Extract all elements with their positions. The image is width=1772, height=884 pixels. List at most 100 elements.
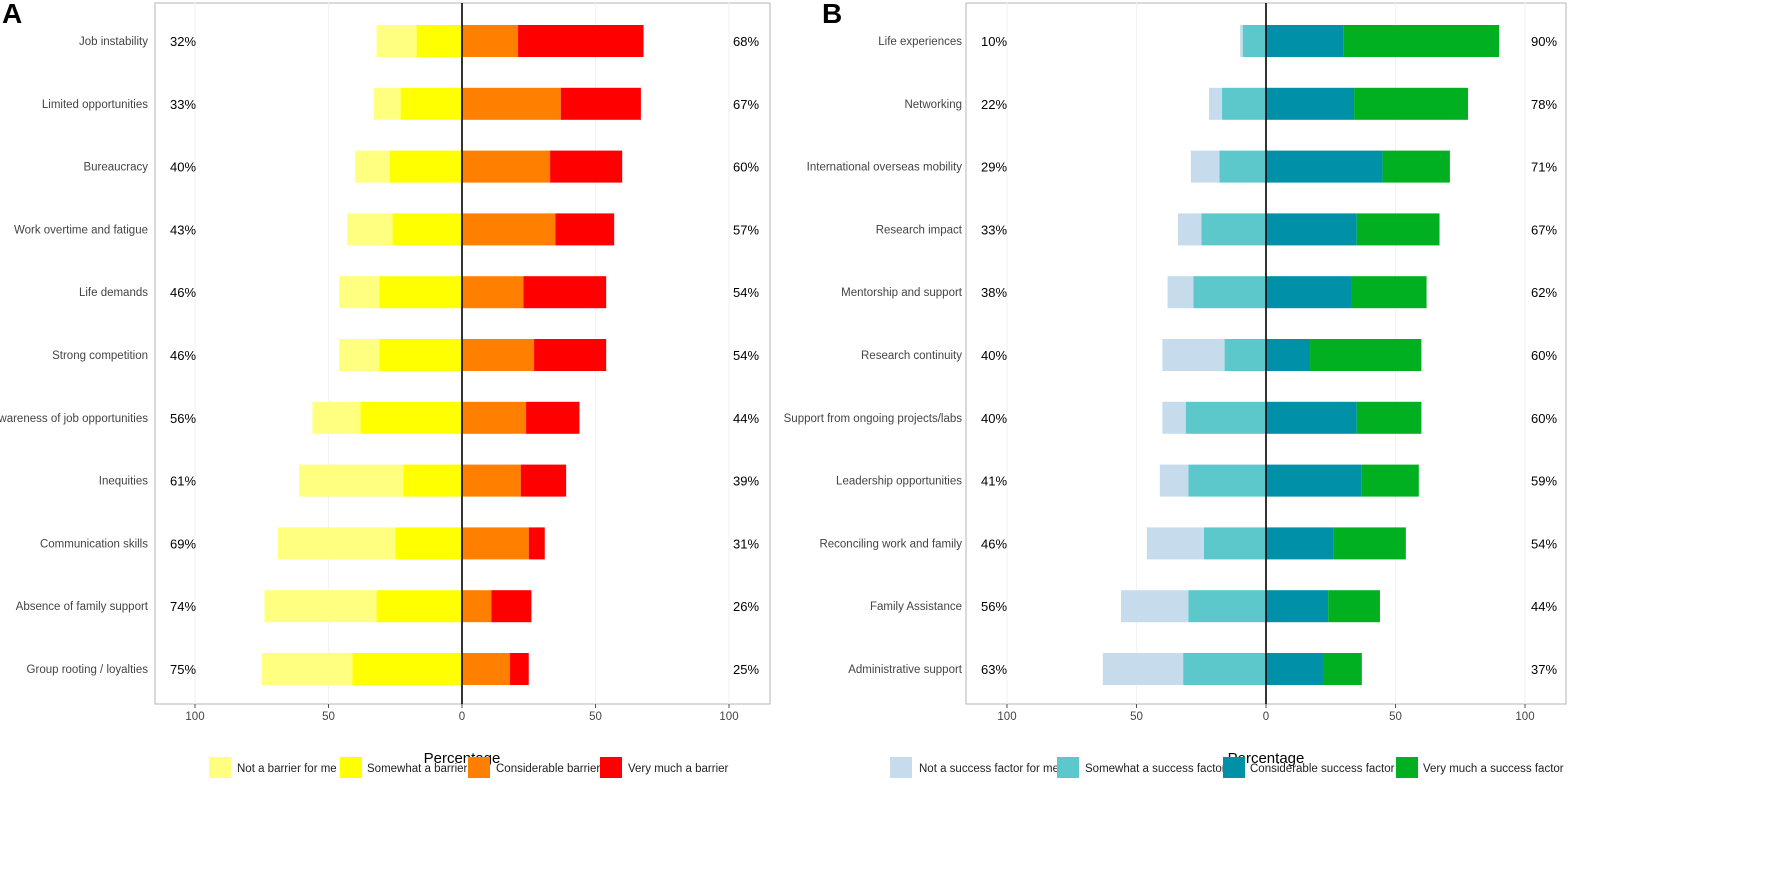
bar-very-much-a-success-factor-international-overseas-mobility <box>1382 150 1450 183</box>
left-total-label: 63% <box>981 662 1007 677</box>
left-total-label: 40% <box>981 348 1007 363</box>
x-tick-label: 50 <box>322 711 335 723</box>
left-total-label: 22% <box>981 97 1007 112</box>
left-total-label: 56% <box>170 411 196 426</box>
left-total-label: 56% <box>981 599 1007 614</box>
right-total-label: 90% <box>1531 34 1557 49</box>
bar-not-a-success-factor-for-me-mentorship-and-support <box>1167 276 1194 309</box>
bar-somewhat-a-success-factor-life-experiences <box>1242 25 1266 57</box>
bar-very-much-a-barrier-bureaucracy <box>550 150 623 183</box>
category-label: Life experiences <box>878 36 962 48</box>
category-label: International overseas mobility <box>807 162 963 174</box>
bar-somewhat-a-success-factor-leadership-opportunities <box>1188 464 1266 497</box>
bar-not-a-success-factor-for-me-reconciling-work-and-family <box>1146 527 1204 560</box>
category-labels-a: Job instability Limited opportunities Bure… <box>0 36 149 676</box>
bar-somewhat-a-barrier-absence-of-family-support <box>376 590 462 623</box>
right-total-label: 68% <box>733 34 759 49</box>
bar-considerable-barrier-work-overtime-and-fatigue <box>462 213 556 246</box>
right-total-label: 44% <box>1531 599 1557 614</box>
bar-not-a-barrier-for-me-bureaucracy <box>355 150 390 183</box>
left-totals-b: 10% 22% 29% 33% 38% 40% 40% 41% 46% 56% 63% <box>981 34 1007 677</box>
bar-not-a-barrier-for-me-inequities <box>299 464 404 497</box>
bar-somewhat-a-barrier-group-rooting-loyalties <box>352 653 462 685</box>
right-total-label: 71% <box>1531 160 1557 175</box>
bar-not-a-success-factor-for-me-international-overseas-mobility <box>1190 150 1220 183</box>
bar-very-much-a-barrier-awareness-of-job-opportunities <box>526 401 580 434</box>
x-ticks-a: 100 50 0 50 100 <box>185 2 739 723</box>
left-total-label: 38% <box>981 285 1007 300</box>
x-tick-label: 100 <box>719 711 738 723</box>
legend-label-very-much-a-success-factor: Very much a success factor <box>1423 763 1564 775</box>
bar-very-much-a-success-factor-mentorship-and-support <box>1351 276 1427 309</box>
bar-very-much-a-barrier-limited-opportunities <box>560 87 641 120</box>
bar-very-much-a-barrier-group-rooting-loyalties <box>510 653 529 685</box>
category-label: Life demands <box>79 287 148 299</box>
x-tick-label: 50 <box>1389 711 1402 723</box>
bar-very-much-a-success-factor-research-continuity <box>1310 339 1422 371</box>
bar-considerable-success-factor-family-assistance <box>1266 590 1329 623</box>
category-label: Research impact <box>876 224 963 236</box>
bar-not-a-success-factor-for-me-life-experiences <box>1240 25 1243 57</box>
bar-somewhat-a-success-factor-mentorship-and-support <box>1193 276 1266 309</box>
bar-somewhat-a-success-factor-reconciling-work-and-family <box>1203 527 1266 560</box>
category-label: Research continuity <box>861 350 962 362</box>
bar-not-a-barrier-for-me-strong-competition <box>339 339 380 371</box>
bar-not-a-barrier-for-me-awareness-of-job-opportunities <box>312 401 361 434</box>
bar-considerable-barrier-limited-opportunities <box>462 87 561 120</box>
x-tick-label: 0 <box>1263 711 1269 723</box>
bar-somewhat-a-barrier-work-overtime-and-fatigue <box>392 213 462 246</box>
legend-label-very-much-a-barrier: Very much a barrier <box>628 763 729 775</box>
category-label: Support from ongoing projects/labs <box>784 413 963 425</box>
right-total-label: 67% <box>733 97 759 112</box>
right-total-label: 57% <box>733 222 759 237</box>
category-label: Administrative support <box>848 664 963 676</box>
right-total-label: 37% <box>1531 662 1557 677</box>
right-total-label: 54% <box>733 348 759 363</box>
bar-considerable-barrier-inequities <box>462 464 521 497</box>
bar-considerable-success-factor-research-impact <box>1266 213 1357 246</box>
right-total-label: 44% <box>733 411 759 426</box>
bar-very-much-a-success-factor-family-assistance <box>1328 590 1380 623</box>
left-total-label: 33% <box>981 222 1007 237</box>
left-total-label: 46% <box>170 285 196 300</box>
legend-label-considerable-success-factor: Considerable success factor <box>1250 763 1395 775</box>
bar-very-much-a-success-factor-networking <box>1354 87 1469 120</box>
category-label: Group rooting / loyalties <box>27 664 149 676</box>
bar-not-a-success-factor-for-me-research-continuity <box>1162 339 1225 371</box>
bar-somewhat-a-success-factor-networking <box>1221 87 1266 120</box>
category-label: Limited opportunities <box>42 99 148 111</box>
bar-somewhat-a-barrier-communication-skills <box>395 527 462 560</box>
bar-somewhat-a-barrier-strong-competition <box>379 339 462 371</box>
category-labels-b: Life experiences Networking International … <box>784 36 963 676</box>
bar-not-a-barrier-for-me-work-overtime-and-fatigue <box>347 213 393 246</box>
bar-somewhat-a-success-factor-international-overseas-mobility <box>1219 150 1266 183</box>
category-label: Family Assistance <box>870 601 962 613</box>
legend-swatch-not-a-success-factor-for-me <box>890 757 912 778</box>
bar-considerable-barrier-group-rooting-loyalties <box>462 653 511 685</box>
right-total-label: 60% <box>1531 348 1557 363</box>
legend-label-somewhat-a-success-factor: Somewhat a success factor <box>1085 763 1226 775</box>
right-totals-a: 68% 67% 60% 57% 54% 54% 44% 39% 31% 26% 25% <box>733 34 759 677</box>
bar-very-much-a-barrier-communication-skills <box>528 527 545 560</box>
bar-very-much-a-success-factor-reconciling-work-and-family <box>1333 527 1406 560</box>
bar-considerable-barrier-absence-of-family-support <box>462 590 492 623</box>
bar-very-much-a-barrier-job-instability <box>518 25 644 57</box>
category-label: Leadership opportunities <box>836 476 962 488</box>
legend-swatch-considerable-barrier <box>468 757 490 778</box>
x-tick-label: 100 <box>185 711 204 723</box>
bar-considerable-success-factor-research-continuity <box>1266 339 1311 371</box>
left-total-label: 40% <box>170 160 196 175</box>
bar-not-a-success-factor-for-me-leadership-opportunities <box>1159 464 1189 497</box>
left-total-label: 69% <box>170 536 196 551</box>
bar-considerable-success-factor-reconciling-work-and-family <box>1266 527 1334 560</box>
left-total-label: 33% <box>170 97 196 112</box>
bar-considerable-success-factor-support-from-ongoing-projects-labs <box>1266 401 1357 434</box>
right-total-label: 39% <box>733 474 759 489</box>
bar-somewhat-a-success-factor-administrative-support <box>1183 653 1266 685</box>
left-totals-a: 32% 33% 40% 43% 46% 46% 56% 61% 69% 74% 75% <box>170 34 196 677</box>
bar-somewhat-a-success-factor-family-assistance <box>1188 590 1266 623</box>
panel-letter-a: A <box>2 0 22 29</box>
bar-very-much-a-success-factor-life-experiences <box>1343 25 1500 57</box>
legend-label-somewhat-a-barrier: Somewhat a barrier <box>367 763 468 775</box>
